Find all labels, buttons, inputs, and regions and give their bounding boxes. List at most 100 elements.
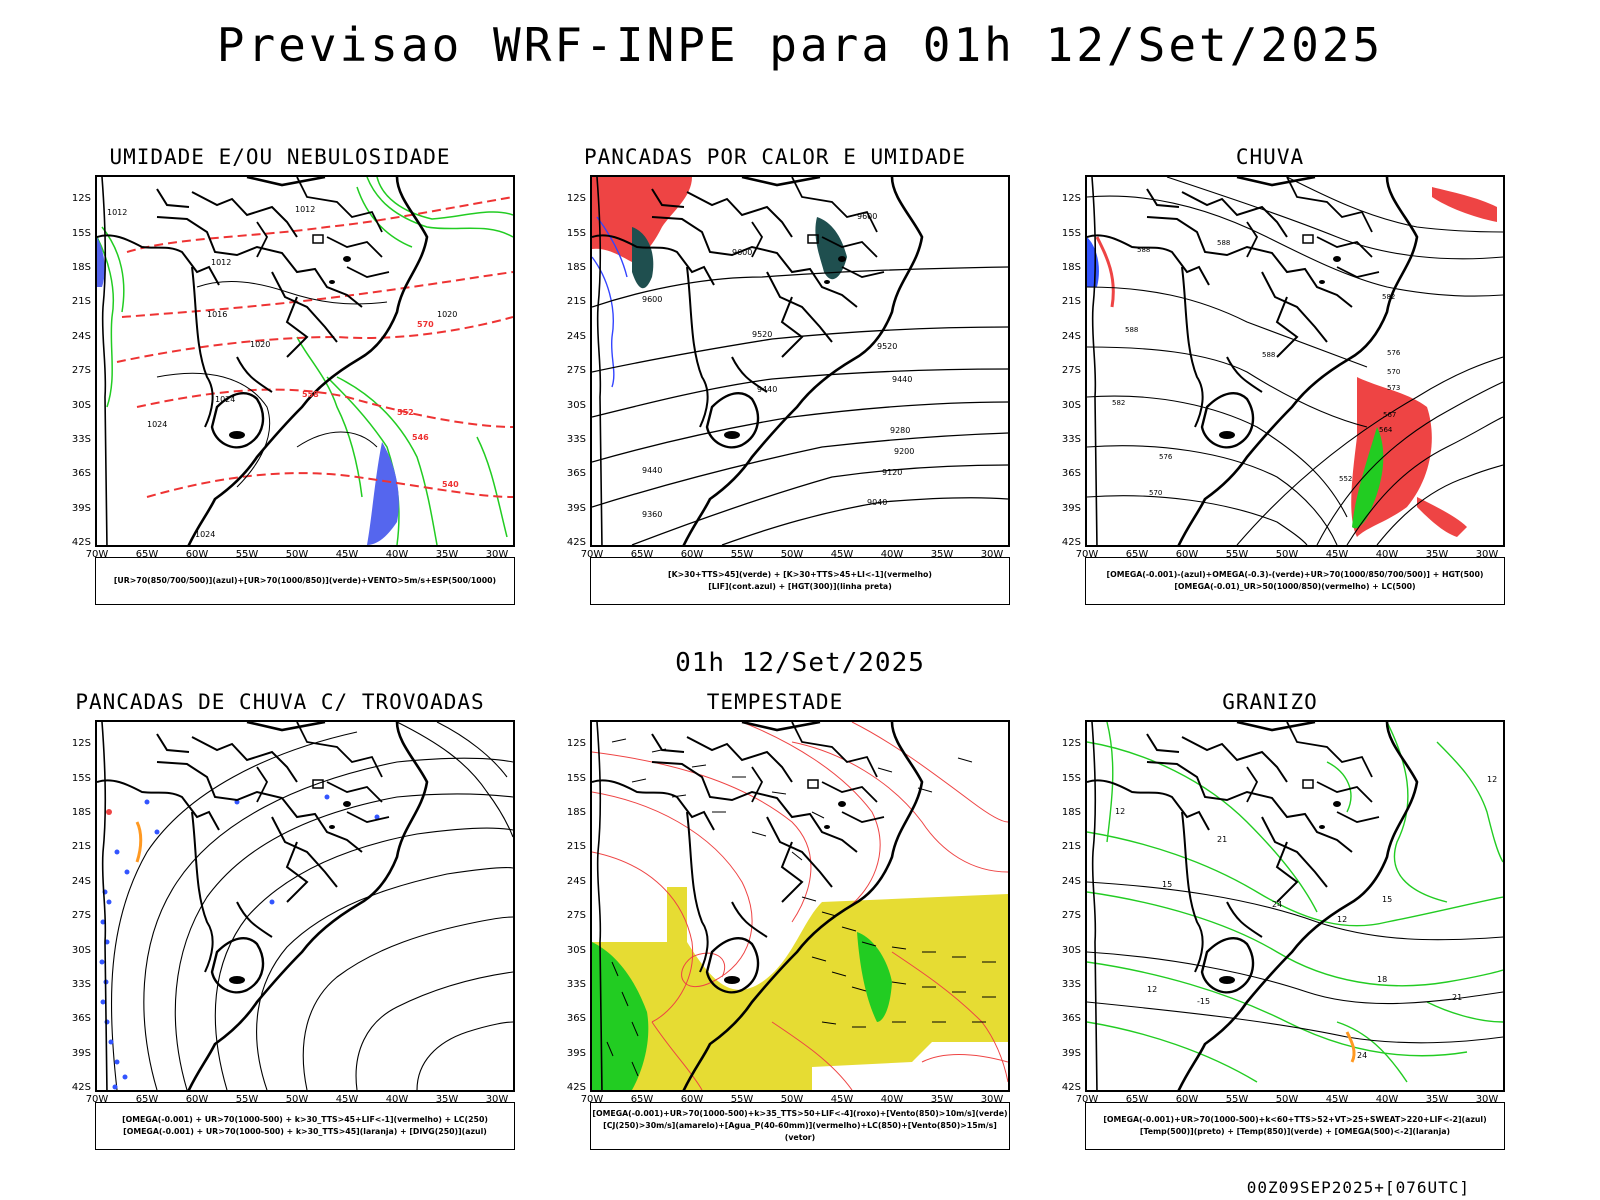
contour-label: 1024 xyxy=(215,395,235,404)
contour-label: 9600 xyxy=(732,248,752,257)
lat-label: 33S xyxy=(71,979,91,990)
lon-label: 65W xyxy=(135,1094,159,1105)
lat-label: 30S xyxy=(71,400,91,411)
legend-line: [OMEGA(-0.001)+UR>70(1000-500)+k<60+TTS>… xyxy=(1103,1115,1487,1124)
contour-label: 552 xyxy=(1339,475,1352,483)
contour-label: 9520 xyxy=(877,342,897,351)
legend-line: [UR>70(850/700/500)](azul)+[UR>70(1000/8… xyxy=(113,576,497,585)
legend-line: [OMEGA(-0.001)+UR>70(1000-500)+k>35_TTS>… xyxy=(592,1109,1008,1118)
contour-label: 546 xyxy=(412,433,429,442)
contour-label: 12 xyxy=(1115,807,1125,816)
contour-label: 21 xyxy=(1452,993,1462,1002)
panel-title: UMIDADE E/OU NEBULOSIDADE xyxy=(109,145,451,169)
lat-label: 36S xyxy=(566,468,586,479)
contour-label: 1016 xyxy=(207,310,227,319)
lon-label: 35W xyxy=(435,1094,459,1105)
lat-label: 42S xyxy=(1061,537,1081,548)
map-granizo: 12 12 12 12 15 15 18 21 21 24 -15 24 xyxy=(1085,720,1505,1092)
panel-tempestade: TEMPESTADE xyxy=(540,690,1010,1170)
lon-label: 55W xyxy=(1225,549,1249,560)
contour-label: 588 xyxy=(1217,239,1230,247)
contour-label: 1024 xyxy=(147,420,167,429)
lat-label: 33S xyxy=(566,434,586,445)
panel-title: CHUVA xyxy=(1235,145,1305,169)
legend-line: [K>30+TTS>45](verde) + [K>30+TTS>45+LI<-… xyxy=(668,570,932,579)
lat-label: 42S xyxy=(71,1082,91,1093)
lon-label: 55W xyxy=(235,1094,259,1105)
lat-label: 15S xyxy=(71,228,91,239)
legend-line: [OMEGA(-0.001) + UR>70(1000-500) + k>30_… xyxy=(123,1127,487,1136)
lon-label: 70W xyxy=(580,1094,604,1105)
contour-label: 588 xyxy=(1137,246,1150,254)
lat-label: 18S xyxy=(566,262,586,273)
lat-label: 18S xyxy=(71,262,91,273)
lon-label: 35W xyxy=(930,549,954,560)
contour-label: 9440 xyxy=(642,466,662,475)
lat-label: 15S xyxy=(1061,773,1081,784)
contour-label: 9360 xyxy=(642,510,662,519)
map-tempestade xyxy=(590,720,1010,1092)
lon-label: 35W xyxy=(1425,549,1449,560)
lat-label: 24S xyxy=(566,331,586,342)
contour-label: 540 xyxy=(442,480,459,489)
lat-label: 42S xyxy=(1061,1082,1081,1093)
map-pancadas-calor: 9600 9600 9600 9520 9520 9440 9440 9440 … xyxy=(590,175,1010,547)
lat-label: 15S xyxy=(1061,228,1081,239)
contour-label: 18 xyxy=(1377,975,1387,984)
lon-label: 55W xyxy=(1225,1094,1249,1105)
lat-label: 42S xyxy=(71,537,91,548)
lon-label: 70W xyxy=(1075,549,1099,560)
legend-line: [OMEGA(-0.01)_UR>50(1000/850)(vermelho) … xyxy=(1174,582,1416,591)
lat-label: 39S xyxy=(566,503,586,514)
lat-label: 36S xyxy=(71,1013,91,1024)
contour-label: 24 xyxy=(1272,900,1282,909)
lon-label: 35W xyxy=(1425,1094,1449,1105)
lon-label: 40W xyxy=(880,549,904,560)
forecast-time-title: 01h 12/Set/2025 xyxy=(675,648,925,678)
lat-label: 36S xyxy=(71,468,91,479)
panel-pancadas-calor: PANCADAS POR CALOR E UMIDADE 9600 xyxy=(540,145,1010,625)
map-umidade: 1012 1012 1012 1016 1020 1020 1024 1024 … xyxy=(95,175,515,547)
lat-label: 21S xyxy=(71,841,91,852)
contour-label: 570 xyxy=(1387,368,1400,376)
lat-label: 12S xyxy=(71,193,91,204)
lat-label: 39S xyxy=(71,1048,91,1059)
lat-label: 30S xyxy=(1061,400,1081,411)
contour-label: 12 xyxy=(1337,915,1347,924)
lon-label: 50W xyxy=(1275,549,1299,560)
lat-label: 15S xyxy=(566,228,586,239)
contour-label: 15 xyxy=(1162,880,1172,889)
contour-label: 9600 xyxy=(642,295,662,304)
contour-label: 576 xyxy=(1387,349,1401,357)
lon-label: 45W xyxy=(830,549,854,560)
contour-label: 588 xyxy=(1125,326,1138,334)
lat-label: 12S xyxy=(566,193,586,204)
lat-label: 12S xyxy=(566,738,586,749)
legend-line: [CJ(250)>30m/s](amarelo)+[Agua_P(40-60mm… xyxy=(603,1121,997,1142)
panel-title: TEMPESTADE xyxy=(706,690,844,714)
lon-label: 35W xyxy=(930,1094,954,1105)
lat-label: 27S xyxy=(71,365,91,376)
lon-label: 60W xyxy=(680,549,704,560)
contour-label: 570 xyxy=(417,320,434,329)
lat-label: 21S xyxy=(566,296,586,307)
lon-label: 45W xyxy=(335,1094,359,1105)
lat-label: 24S xyxy=(71,331,91,342)
lat-label: 18S xyxy=(1061,262,1081,273)
lat-label: 30S xyxy=(1061,945,1081,956)
lon-label: 40W xyxy=(1375,1094,1399,1105)
lon-label: 70W xyxy=(1075,1094,1099,1105)
lon-label: 65W xyxy=(1125,549,1149,560)
lat-label: 33S xyxy=(566,979,586,990)
lat-label: 21S xyxy=(566,841,586,852)
panel-umidade: UMIDADE E/OU NEBULOSIDADE xyxy=(45,145,515,625)
contour-label: 564 xyxy=(1379,426,1393,434)
lon-label: 45W xyxy=(1325,549,1349,560)
legend-line: [LIF](cont.azul) + [HGT(300)](linha pret… xyxy=(708,582,892,591)
panel-granizo: GRANIZO 1 xyxy=(1035,690,1505,1170)
lat-label: 30S xyxy=(566,400,586,411)
lon-label: 40W xyxy=(1375,549,1399,560)
contour-label: 573 xyxy=(1387,384,1400,392)
panel-pancadas-trovoadas: PANCADAS DE CHUVA C/ TROVOADAS xyxy=(45,690,515,1170)
lat-label: 30S xyxy=(566,945,586,956)
